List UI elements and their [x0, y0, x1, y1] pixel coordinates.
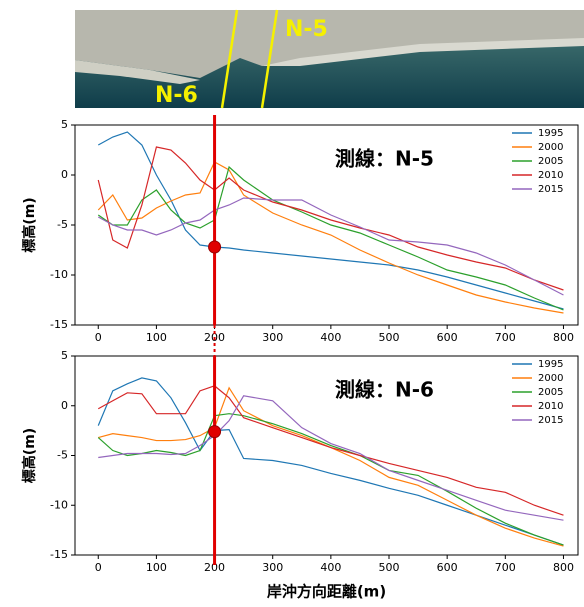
y-tick-label: -10: [50, 268, 68, 281]
series-line: [97, 146, 564, 291]
x-tick-label: 500: [379, 561, 400, 574]
plot-frame: [74, 124, 579, 326]
x-tick-label: 100: [146, 561, 167, 574]
series-line: [98, 395, 564, 521]
x-tick-label: 300: [262, 331, 283, 344]
legend-label: 2005: [538, 387, 563, 398]
x-tick-label: 500: [379, 331, 400, 344]
x-tick-label: 400: [320, 331, 341, 344]
legend-label: 1995: [538, 359, 563, 370]
legend-label: 2010: [538, 401, 563, 412]
x-tick-label: 600: [437, 331, 458, 344]
x-tick-label: 0: [95, 561, 102, 574]
x-tick-label: 800: [553, 561, 574, 574]
legend-label: 2015: [538, 184, 563, 195]
x-tick-label: 200: [204, 561, 225, 574]
x-tick-label: 700: [495, 331, 516, 344]
aerial-photo: N-5 N-6: [75, 9, 584, 109]
legend-label: 2000: [538, 142, 563, 153]
y-axis-label: 標高(m): [21, 428, 38, 483]
y-tick-label: -10: [50, 498, 68, 511]
x-tick-label: 100: [146, 331, 167, 344]
photo-label: N-6: [155, 83, 198, 108]
series-line: [97, 413, 564, 546]
marker-point: [208, 240, 222, 254]
x-axis-label: 岸沖方向距離(m): [267, 583, 386, 601]
series-line: [97, 161, 564, 314]
x-tick-label: 600: [437, 561, 458, 574]
y-tick-label: -15: [50, 318, 68, 331]
series-line: [97, 377, 564, 546]
series-line: [97, 165, 564, 311]
annotation: 測線：N-5: [335, 147, 434, 171]
legend-label: 2015: [538, 415, 563, 426]
x-tick-label: 0: [95, 331, 102, 344]
series-line: [97, 385, 564, 516]
y-tick-label: 5: [61, 349, 68, 362]
legend-label: 2010: [538, 170, 563, 181]
x-tick-label: 400: [320, 561, 341, 574]
y-axis-label: 標高(m): [21, 197, 38, 252]
series-line: [97, 197, 564, 296]
y-tick-label: -5: [57, 449, 68, 462]
series-line: [97, 131, 564, 310]
x-tick-label: 300: [262, 561, 283, 574]
legend-label: 2005: [538, 156, 563, 167]
x-tick-label: 800: [553, 331, 574, 344]
marker-point: [208, 425, 222, 439]
y-tick-label: 5: [61, 118, 68, 131]
plot-frame: [74, 355, 579, 556]
legend-label: 1995: [538, 128, 563, 139]
y-tick-label: -15: [50, 548, 68, 561]
annotation: 測線：N-6: [335, 378, 434, 402]
y-tick-label: -5: [57, 218, 68, 231]
x-tick-label: 700: [495, 561, 516, 574]
y-tick-label: 0: [61, 168, 68, 181]
photo-label: N-5: [285, 17, 328, 42]
series-line: [98, 386, 564, 547]
y-tick-label: 0: [61, 399, 68, 412]
legend-label: 2000: [538, 373, 563, 384]
